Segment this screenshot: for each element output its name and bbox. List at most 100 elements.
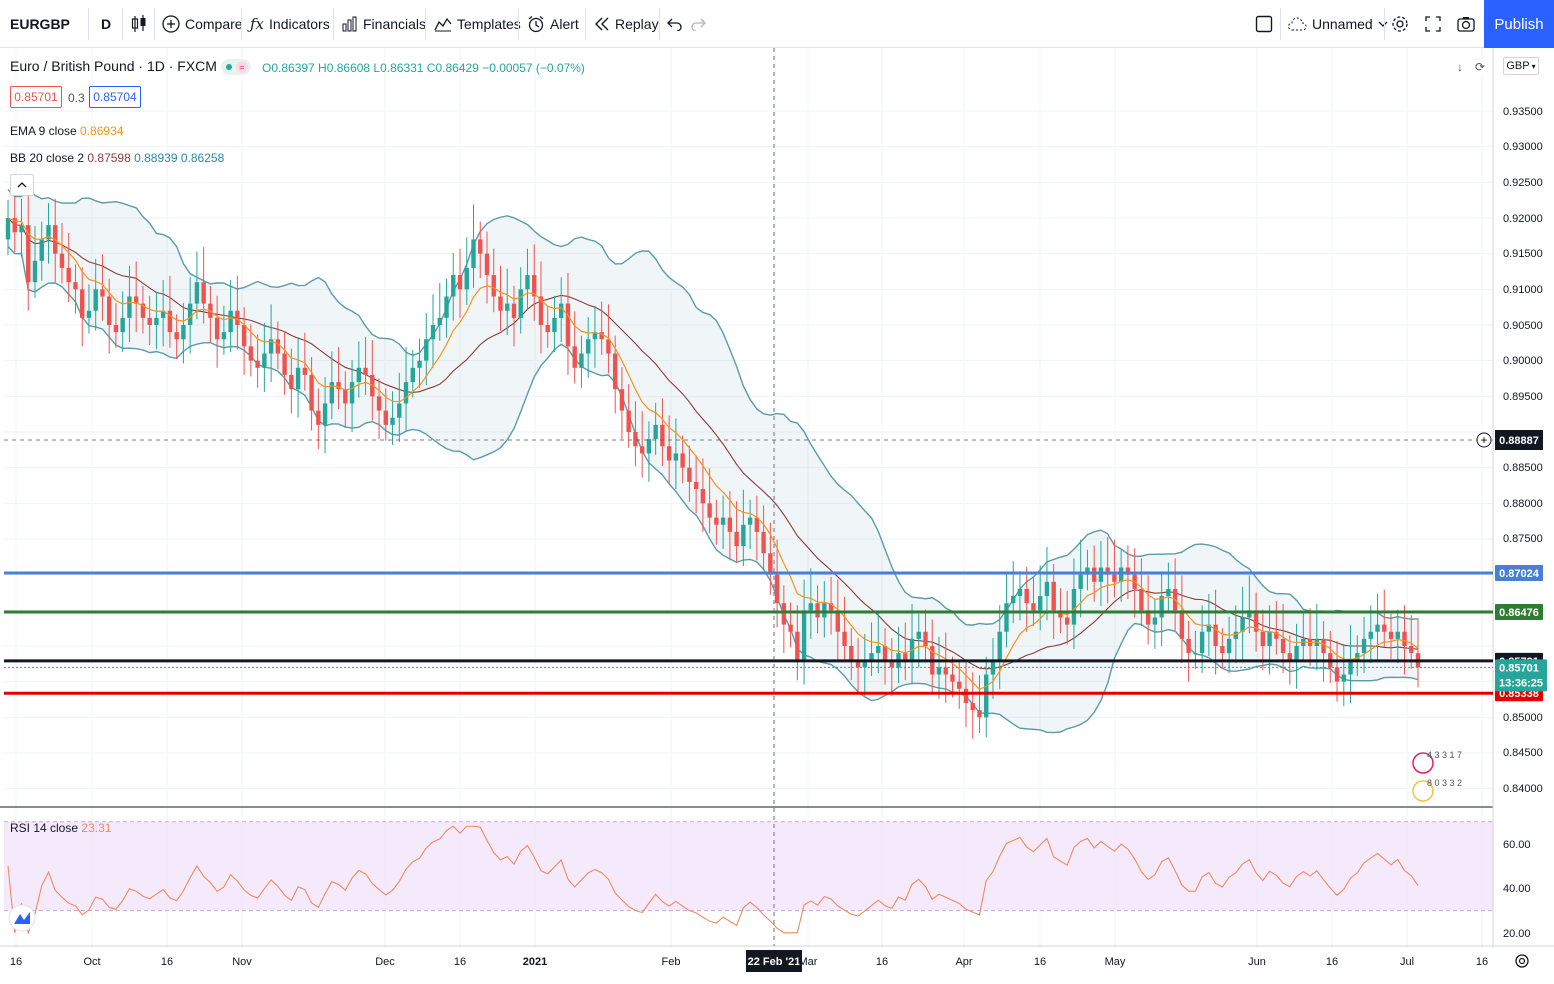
sell-price-button[interactable]: 0.85701 (10, 86, 62, 108)
candle-body (1267, 631, 1272, 646)
candle (903, 622, 908, 681)
candle-body (1078, 574, 1083, 589)
symbol-search-button[interactable]: EURGBP (10, 0, 70, 48)
candle-body (599, 332, 604, 340)
candle (289, 348, 294, 414)
scroll-down-button[interactable]: ↓ (1452, 58, 1468, 76)
candle (316, 388, 321, 450)
layout-button[interactable] (1255, 0, 1273, 48)
chart-area[interactable]: 0.870240.864760.857910.853380.8570113:36… (0, 48, 1554, 984)
publish-button[interactable]: Publish (1484, 0, 1554, 48)
price-axis-label: 0.93500 (1503, 106, 1543, 118)
snapshot-button[interactable] (1457, 0, 1475, 48)
candle-body (518, 289, 523, 318)
plus-circle-icon (162, 15, 180, 33)
candle-body (1409, 645, 1414, 654)
financials-button[interactable]: Financials (342, 0, 426, 48)
candle-body (707, 503, 712, 518)
market-status-badge: ≈ (221, 58, 251, 79)
candle-body (403, 382, 409, 404)
blue-level-price-label: 0.87024 (1499, 568, 1540, 580)
candle-body (1017, 588, 1023, 597)
crosshair-price-tag: 0.88887 (1495, 430, 1543, 450)
candle (680, 435, 685, 484)
redo-button[interactable] (690, 0, 706, 48)
candle-body (511, 303, 517, 318)
candle-body (882, 645, 888, 661)
candle (12, 195, 17, 253)
candle (822, 581, 827, 638)
candle-body (1274, 631, 1279, 639)
buy-price-button[interactable]: 0.85704 (89, 86, 141, 108)
candle-body (262, 353, 267, 368)
compare-button[interactable]: Compare (162, 0, 243, 48)
time-axis-label: Apr (955, 956, 972, 968)
chart-style-button[interactable] (130, 0, 148, 48)
candle (133, 261, 139, 333)
candle-body (464, 267, 469, 290)
candle (592, 305, 598, 368)
events-bottom-label: 8 0 3 3 2 (1427, 778, 1462, 788)
candle (963, 662, 969, 728)
time-axis-label: Mar (799, 956, 818, 968)
candle-body (795, 631, 800, 661)
candle-body (329, 382, 335, 404)
candle (579, 335, 584, 388)
candle-body (801, 610, 807, 661)
bb-legend[interactable]: BB 20 close 2 0.87598 0.88939 0.86258 (10, 151, 224, 165)
candle (73, 264, 78, 314)
price-axis-label: 0.93000 (1503, 141, 1543, 153)
candle (633, 401, 638, 467)
fullscreen-button[interactable] (1425, 0, 1441, 48)
rsi-band (4, 821, 1493, 911)
candle (585, 317, 591, 378)
candle-body (693, 481, 699, 490)
alarm-clock-icon (527, 15, 545, 33)
candle-body (774, 574, 780, 604)
reset-scale-button[interactable]: ⟳ (1472, 58, 1488, 76)
currency-selector[interactable]: GBP ▾ (1503, 57, 1539, 75)
undo-button[interactable] (667, 0, 683, 48)
ema-legend[interactable]: EMA 9 close 0.86934 (10, 124, 123, 138)
candle-body (235, 310, 240, 325)
candle (1051, 563, 1056, 639)
price-axis-label: 0.90000 (1503, 355, 1543, 367)
candle (660, 398, 665, 467)
replay-label: Replay (615, 16, 659, 32)
event-flag-icon (1412, 780, 1434, 802)
gear-icon (1391, 15, 1409, 33)
candle (248, 324, 254, 377)
interval-button[interactable]: D (101, 0, 111, 48)
candle (781, 585, 787, 654)
alert-button[interactable]: Alert (527, 0, 579, 48)
bb-basis-value: 0.87598 (87, 151, 131, 165)
candle-body (532, 275, 537, 297)
candle (478, 221, 483, 278)
candle-body (1085, 567, 1090, 575)
candle-body (46, 225, 51, 240)
candle (876, 611, 881, 674)
candle (26, 194, 31, 311)
settings-button[interactable] (1391, 0, 1409, 48)
candle (855, 638, 861, 692)
candle-body (471, 239, 476, 268)
layout-name-button[interactable]: Unnamed (1287, 0, 1388, 48)
candle (32, 225, 38, 298)
replay-button[interactable]: Replay (594, 0, 659, 48)
candle-body (154, 317, 159, 325)
candle-body (1375, 624, 1380, 632)
collapse-legend-button[interactable] (10, 174, 34, 196)
candle (828, 576, 834, 635)
candle (1395, 609, 1400, 664)
templates-button[interactable]: Templates (434, 0, 521, 48)
candle-body (1011, 596, 1016, 604)
indicators-button[interactable]: ƒx Indicators (250, 0, 330, 48)
candle (936, 636, 942, 699)
crosshair-add-button: + (1476, 432, 1492, 448)
rsi-legend[interactable]: RSI 14 close 23.31 (10, 821, 111, 835)
candle-body (478, 239, 483, 254)
candle (120, 291, 125, 353)
candle-body (761, 531, 766, 554)
candle-body (336, 382, 341, 390)
candle (397, 372, 402, 442)
